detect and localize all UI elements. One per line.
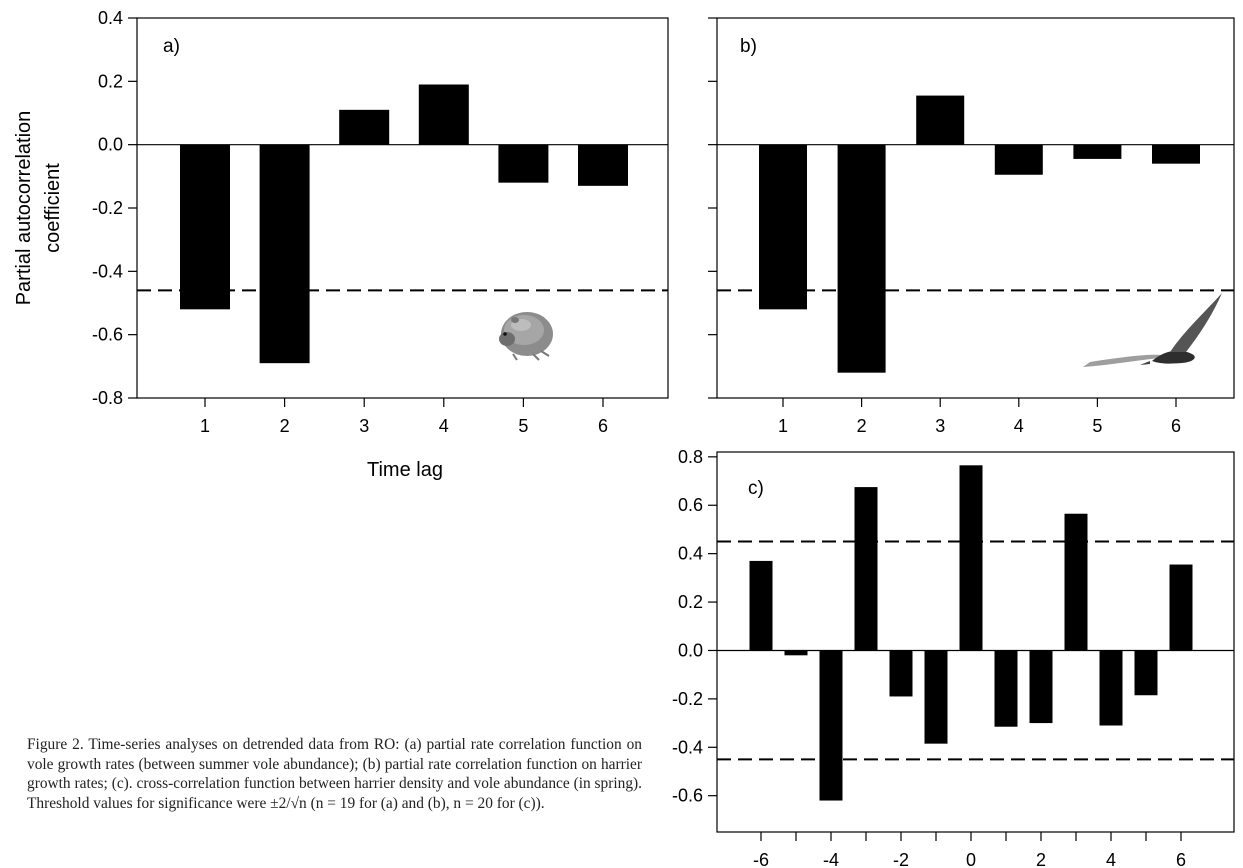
panel-a-x-axis-title: Time lag	[367, 459, 443, 481]
x-tick-label: 4	[1106, 850, 1116, 868]
y-tick-label: -0.6	[672, 786, 703, 806]
bar-3	[916, 95, 965, 145]
x-tick-label: 0	[966, 850, 976, 868]
y-tick-label: 0.0	[98, 135, 123, 155]
panel-b-bars	[717, 95, 1234, 373]
bar-1	[759, 144, 807, 310]
panel-b-label: b)	[740, 36, 757, 57]
y-tick-label: -0.2	[92, 198, 123, 218]
bar--6	[749, 560, 773, 651]
bar--3	[854, 487, 878, 651]
figure-caption: Figure 2. Time-series analyses on detren…	[27, 736, 642, 812]
panel-a-x-ticks: 1 2 3 4 5 6	[200, 398, 608, 436]
x-tick-label: -6	[753, 850, 769, 868]
panel-a-y-axis-title-line1: Partial autocorrelation	[13, 111, 35, 306]
y-tick-label: -0.8	[92, 388, 123, 408]
panel-c-label: c)	[748, 478, 764, 499]
bar-2	[259, 144, 310, 364]
panel-a-y-axis-title-line2: coefficient	[42, 163, 64, 253]
bar-1	[180, 144, 230, 310]
panel-a-label: a)	[163, 36, 180, 57]
bar-5	[1134, 650, 1158, 696]
bar--5	[784, 650, 808, 656]
x-tick-label: 6	[598, 416, 608, 436]
panel-c-cross-correlation: c) 0.8 0.6 0.4 0.2 0.0 -0.2 -0.4 -0.6 -6 -4 -2 0 2 4…	[672, 447, 1235, 868]
x-tick-label: 3	[935, 416, 945, 436]
x-tick-label: 6	[1176, 850, 1186, 868]
panel-c-frame	[716, 451, 1235, 833]
y-tick-label: 0.4	[98, 8, 123, 28]
panel-b-y-ticks	[708, 17, 717, 399]
x-tick-label: -2	[893, 850, 909, 868]
panel-b-x-ticks: 1 2 3 4 5 6	[778, 398, 1181, 436]
y-tick-label: -0.6	[92, 325, 123, 345]
x-tick-label: 5	[1092, 416, 1102, 436]
x-tick-label: 4	[1014, 416, 1024, 436]
x-tick-label: 2	[857, 416, 867, 436]
y-tick-label: 0.2	[98, 71, 123, 91]
y-tick-label: -0.4	[672, 737, 703, 757]
bar-1	[994, 650, 1018, 727]
bar-6	[578, 144, 628, 186]
bar-4	[418, 84, 469, 145]
y-tick-label: 0.0	[678, 640, 703, 660]
panel-a-partial-autocorrelation-vole: a) 0.4 0.2 0.0 -0.2 -0.4 -0.6 -0.8 1 2 3 4 5 6 Part…	[13, 8, 669, 481]
bar--4	[819, 650, 843, 801]
bar-3	[339, 109, 390, 145]
bar-5	[1073, 144, 1122, 159]
bar-4	[1099, 650, 1123, 726]
panel-c-y-ticks: 0.8 0.6 0.4 0.2 0.0 -0.2 -0.4 -0.6	[672, 447, 717, 806]
x-tick-label: 4	[439, 416, 449, 436]
x-tick-label: 6	[1171, 416, 1181, 436]
bar-3	[1064, 513, 1088, 651]
y-tick-label: -0.4	[92, 261, 123, 281]
bar-4	[994, 144, 1043, 175]
harrier-icon	[1083, 293, 1222, 367]
panel-c-x-ticks: -6 -4 -2 0 2 4 6	[753, 832, 1186, 868]
y-tick-label: -0.2	[672, 689, 703, 709]
y-tick-label: 0.6	[678, 495, 703, 515]
y-tick-label: 0.2	[678, 592, 703, 612]
x-tick-label: 2	[1036, 850, 1046, 868]
x-tick-label: -4	[823, 850, 839, 868]
panel-a-y-ticks: 0.4 0.2 0.0 -0.2 -0.4 -0.6 -0.8	[92, 8, 137, 408]
x-tick-label: 2	[280, 416, 290, 436]
bar--2	[889, 650, 913, 697]
x-tick-label: 3	[359, 416, 369, 436]
panel-b-partial-autocorrelation-harrier: b) 1 2 3 4 5 6	[708, 17, 1235, 436]
bar-5	[498, 144, 549, 183]
x-tick-label: 1	[778, 416, 788, 436]
bar-6	[1169, 564, 1193, 651]
x-tick-label: 1	[200, 416, 210, 436]
bar-2	[837, 144, 886, 373]
y-tick-label: 0.8	[678, 447, 703, 467]
panel-c-bars	[717, 465, 1234, 801]
vole-icon	[499, 312, 553, 361]
y-tick-label: 0.4	[678, 544, 703, 564]
bar-0	[959, 465, 983, 651]
bar-2	[1029, 650, 1053, 724]
bar--1	[924, 650, 948, 744]
panel-a-bars	[137, 84, 668, 364]
bar-6	[1152, 144, 1200, 164]
x-tick-label: 5	[518, 416, 528, 436]
